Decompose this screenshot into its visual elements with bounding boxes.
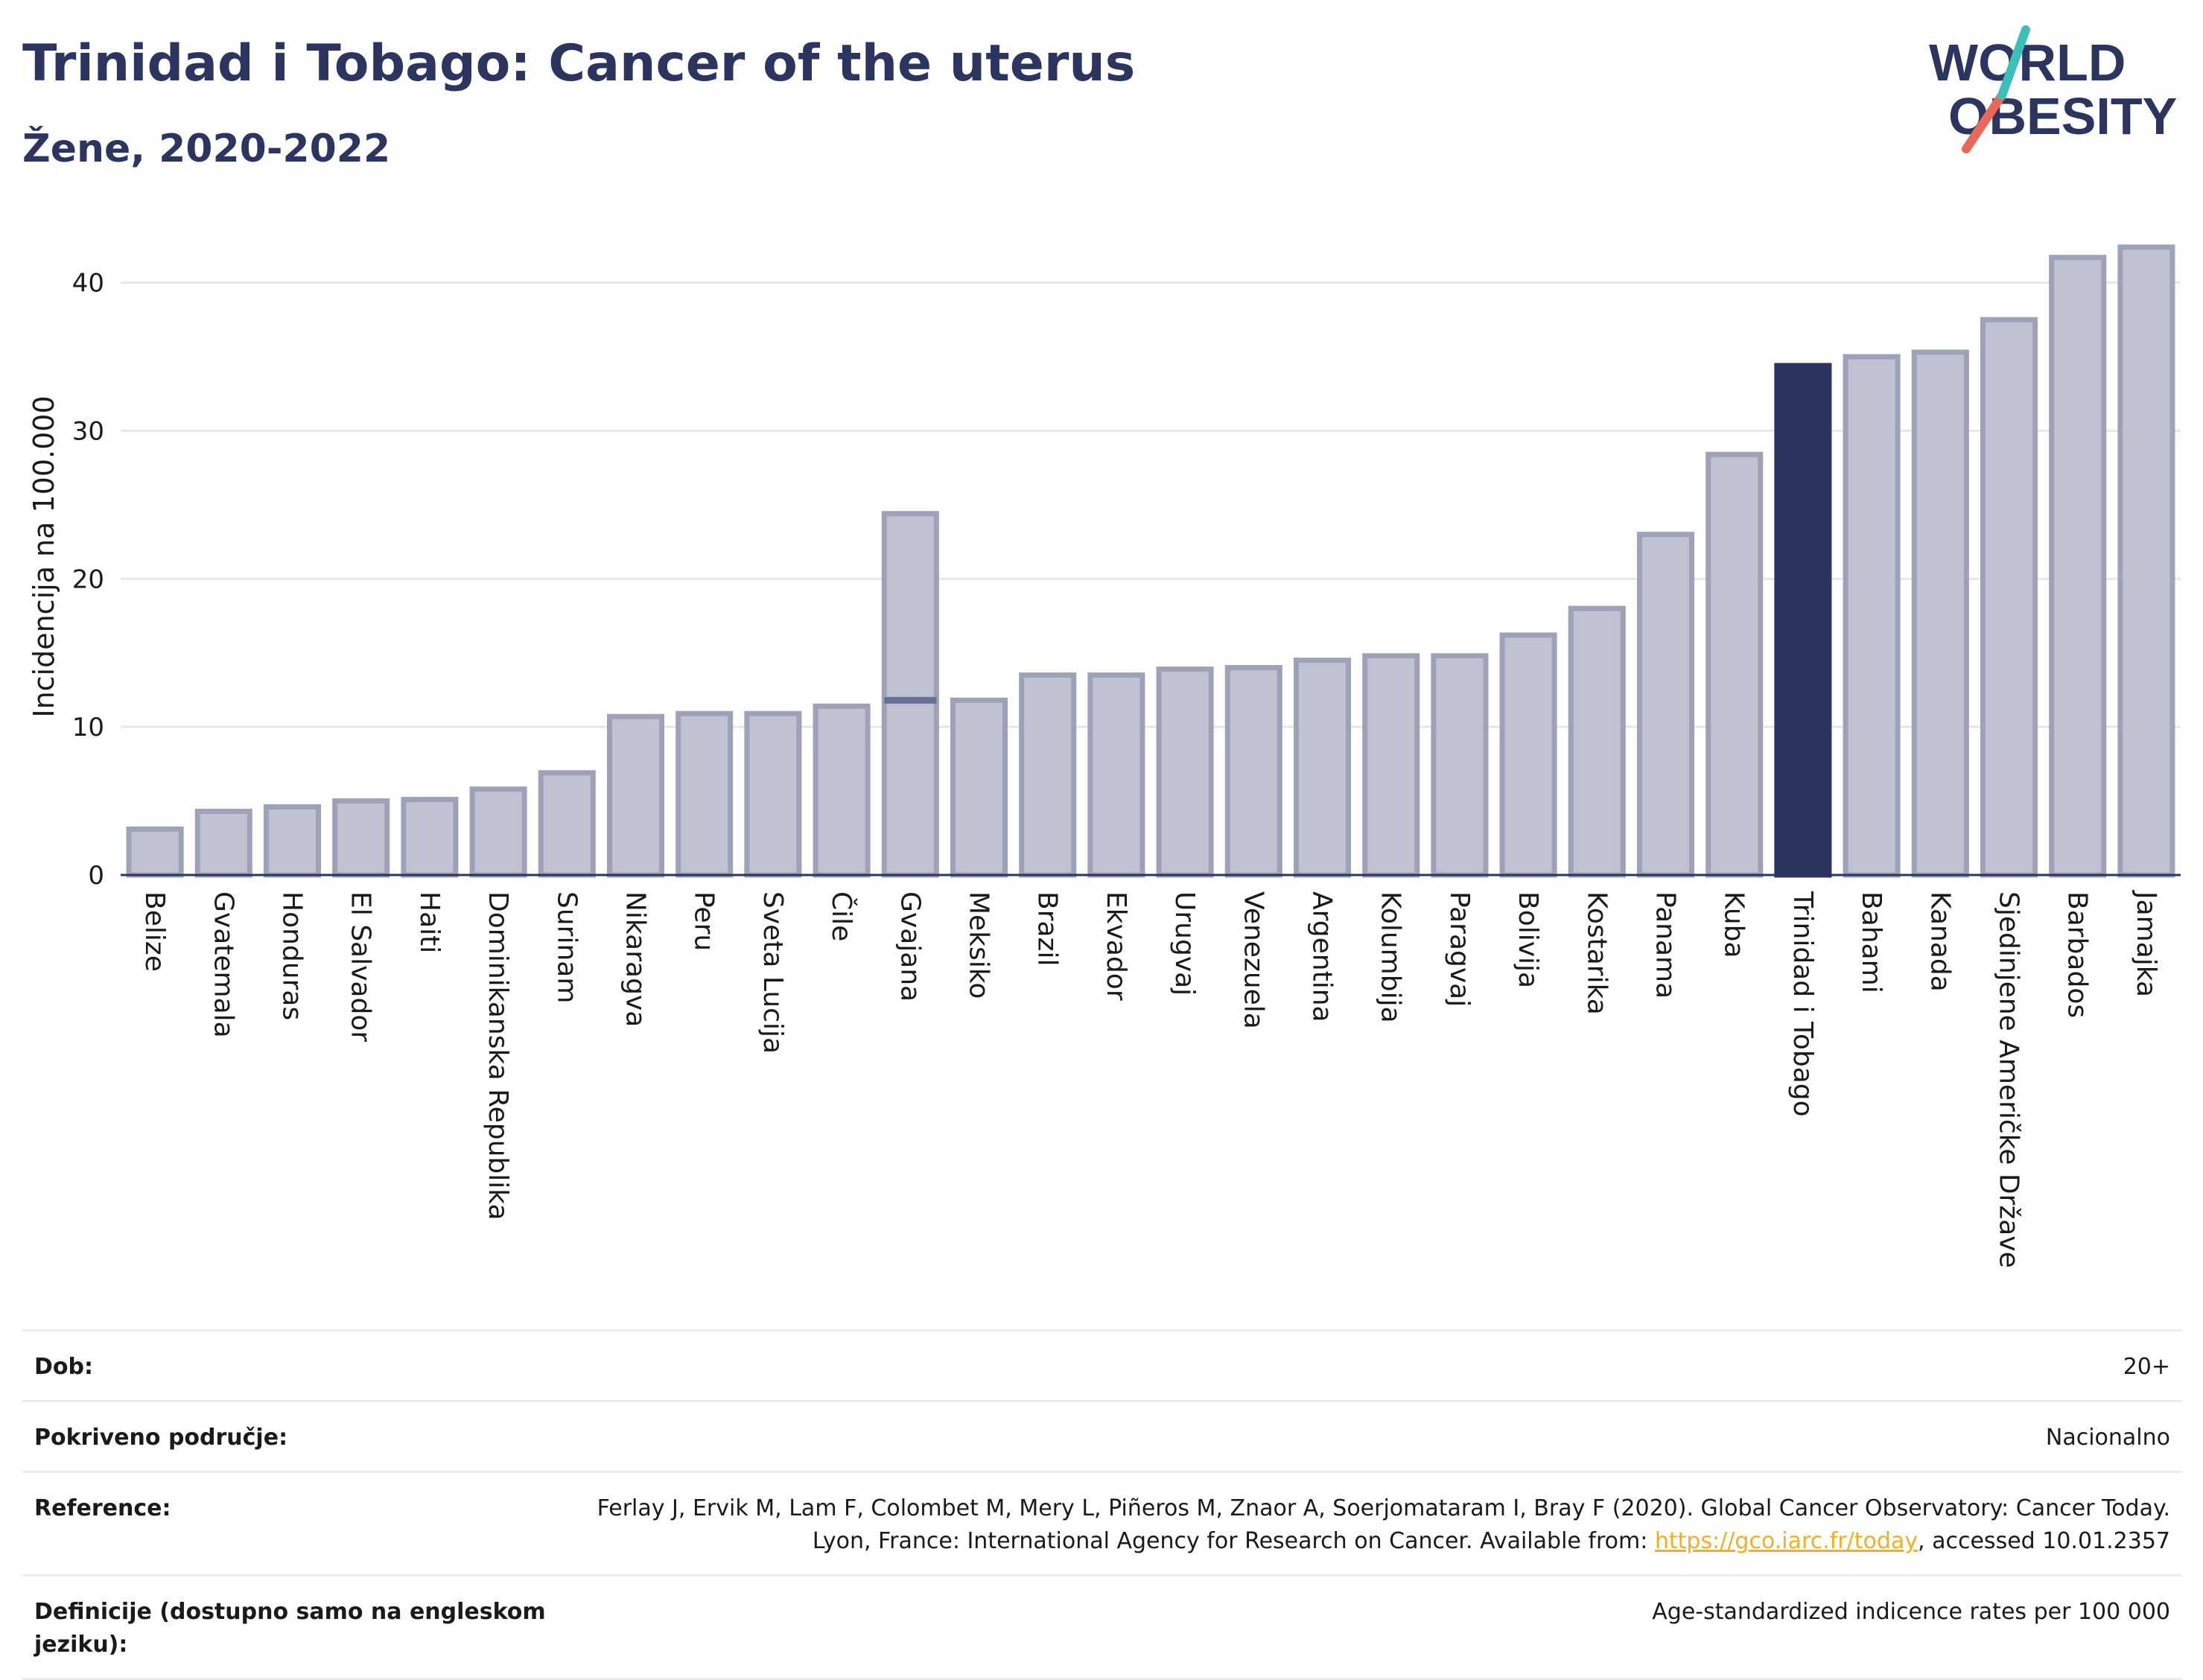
x-tick-label: Nikaragva [620,891,651,1027]
meta-label: Dob: [34,1354,93,1380]
meta-value: Nacionalno [2045,1425,2170,1451]
x-tick-label: Honduras [277,891,308,1020]
y-tick-label: 40 [72,269,104,299]
x-tick-label: Bahami [1856,891,1886,993]
logo-slash-coral [1962,91,2006,153]
bar [1224,665,1282,878]
x-tick-label: Venezuela [1238,891,1268,1029]
x-tick-label: Gvajana [894,891,925,1002]
bar [1980,316,2038,878]
bar [1706,451,1764,878]
bar [675,710,734,878]
x-tick-label: Kolumbija [1376,891,1406,1023]
bar [401,797,459,878]
world-obesity-logo: WORLD OBESITY [1929,25,2177,153]
bar [1362,653,1420,878]
bar [813,703,871,878]
meta-value: Age-standardized indicence rates per 100… [1652,1599,2170,1625]
meta-row-reference: Reference: Ferlay J, Ervik M, Lam F, Col… [22,1471,2182,1574]
bar [1843,354,1901,878]
bar-chart: 0 10 20 30 40 Incidencija na 100.000 Belize Gva… [28,244,2181,1268]
logo-slash-teal [1997,25,2030,100]
x-tick-label: Belize [139,891,170,972]
bar [1774,363,1832,878]
meta-label: Pokriveno područje: [34,1425,288,1451]
bar [2117,244,2175,878]
y-tick-label: 10 [72,713,104,742]
x-tick-label: Argentina [1307,891,1338,1022]
meta-label: Definicije (dostupno samo na engleskom j… [34,1599,546,1658]
x-tick-label: Sjedinjene Američke Države [1994,891,2024,1268]
bar [194,808,252,878]
bar [950,697,1008,878]
y-tick-label: 0 [88,861,104,891]
bar [1431,653,1489,878]
bar [263,804,322,878]
meta-row-age: Dob: 20+ [22,1329,2182,1400]
bar [332,798,390,878]
reference-text: Ferlay J, Ervik M, Lam F, Colombet M, Me… [597,1495,2170,1554]
bar [1911,349,1969,878]
x-tick-label: Čile [826,891,857,941]
chart-title: Trinidad i Tobago: Cancer of the uterus [22,34,1136,93]
x-tick-label: Trinidad i Tobago [1787,891,1818,1117]
x-tick-label: Brazil [1032,891,1063,966]
chart-subtitle: Žene, 2020-2022 [22,127,391,171]
bar [1293,658,1352,878]
bar [881,511,939,878]
bar [1568,605,1626,878]
x-tick-label: Meksiko [964,891,994,999]
bar [1087,672,1145,878]
x-tick-label: Kanada [1924,891,1955,992]
bar [744,710,802,878]
x-tick-label: Dominikanska Republika [483,891,513,1221]
meta-value: Ferlay J, Ervik M, Lam F, Colombet M, Me… [568,1492,2182,1558]
metadata-table: Dob: 20+ Pokriveno područje: Nacionalno … [22,1329,2182,1680]
x-tick-label: Urugvaj [1169,891,1200,996]
bar [126,826,184,878]
logo-line1: WORLD [1929,34,2126,92]
meta-row-definitions: Definicije (dostupno samo na engleskom j… [22,1574,2182,1680]
bar [538,770,596,878]
x-tick-label: Bolivija [1513,891,1543,988]
meta-value: 20+ [2123,1354,2170,1380]
x-tick-label: Haiti [414,891,445,953]
x-tick-label: Surinam [551,891,582,1003]
y-tick-label: 30 [72,416,104,446]
bar [2049,255,2107,878]
bar [606,713,665,878]
x-tick-label: Barbados [2062,891,2093,1018]
bar [1019,672,1077,878]
bar [469,786,527,878]
bar [1636,532,1695,878]
y-tick-label: 20 [72,564,104,594]
x-tick-label: Sveta Lucija [757,891,788,1054]
x-tick-label: Panama [1650,891,1681,999]
x-tick-label: El Salvador [346,891,376,1042]
x-tick-label: Peru [689,891,719,951]
reference-accessed: , accessed 10.01.2357 [1918,1528,2170,1554]
bar [1156,666,1214,878]
bar [1499,632,1557,878]
meta-row-coverage: Pokriveno područje: Nacionalno [22,1400,2182,1471]
x-tick-label: Ekvador [1101,891,1131,1001]
meta-label: Reference: [34,1495,171,1521]
x-tick-label: Kostarika [1581,891,1612,1015]
x-tick-label: Gvatemala [208,891,238,1038]
x-tick-label: Kuba [1719,891,1749,958]
reference-link[interactable]: https://gco.iarc.fr/today [1654,1528,1919,1554]
y-axis-label: Incidencija na 100.000 [28,395,60,717]
x-tick-label: Jamajka [2131,890,2161,997]
x-tick-label: Paragvaj [1444,891,1475,1007]
